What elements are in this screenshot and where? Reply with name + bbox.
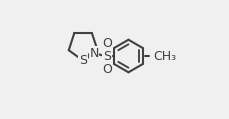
Text: CH₃: CH₃: [153, 50, 176, 62]
Text: S: S: [103, 50, 111, 63]
Text: O: O: [102, 37, 112, 50]
Text: S: S: [79, 54, 87, 67]
Text: O: O: [102, 63, 112, 76]
Text: N: N: [90, 47, 99, 60]
